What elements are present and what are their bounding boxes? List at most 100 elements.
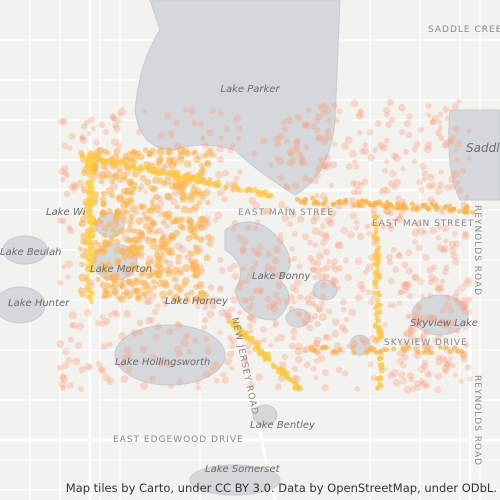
point	[399, 361, 407, 369]
lake-label: Skyview Lake	[410, 318, 478, 329]
point	[129, 165, 135, 171]
point	[442, 360, 449, 368]
point	[280, 119, 287, 125]
point	[231, 227, 237, 233]
point	[418, 380, 425, 387]
point	[400, 166, 406, 172]
point	[343, 197, 349, 203]
point	[121, 158, 127, 164]
point	[135, 129, 142, 136]
point	[461, 307, 470, 316]
point	[85, 158, 91, 164]
point	[127, 180, 134, 187]
point	[355, 199, 361, 205]
point	[293, 146, 301, 153]
lake-label: Saddle	[466, 141, 500, 155]
point	[215, 183, 221, 189]
point	[110, 138, 119, 147]
point	[182, 264, 191, 273]
point	[85, 293, 91, 299]
point	[292, 182, 300, 190]
point	[149, 292, 157, 300]
point	[406, 292, 414, 299]
point	[296, 293, 304, 301]
point	[203, 180, 209, 186]
point	[79, 219, 87, 227]
point	[64, 172, 71, 179]
point	[148, 317, 156, 324]
point	[411, 274, 418, 281]
point	[426, 266, 434, 274]
point	[418, 186, 425, 193]
lake-label: Lake Parker	[220, 84, 280, 95]
point	[168, 132, 175, 139]
point	[93, 139, 100, 146]
point	[161, 180, 168, 187]
point	[447, 307, 455, 314]
point	[330, 202, 336, 208]
point	[58, 118, 66, 126]
point	[392, 154, 401, 163]
point	[123, 309, 131, 318]
point	[442, 268, 449, 276]
point	[145, 286, 153, 294]
point	[278, 366, 284, 372]
point	[103, 317, 111, 326]
point	[307, 177, 314, 184]
point	[221, 196, 228, 203]
point	[310, 217, 318, 225]
point	[134, 287, 140, 293]
point	[252, 249, 260, 257]
point	[79, 261, 85, 268]
point	[146, 273, 152, 280]
point	[314, 118, 320, 124]
point	[277, 334, 285, 342]
point	[314, 200, 320, 206]
point	[185, 235, 193, 242]
point	[402, 280, 410, 288]
point	[393, 178, 401, 187]
point	[145, 236, 153, 245]
point	[435, 354, 442, 361]
point	[79, 152, 85, 158]
point	[462, 324, 469, 331]
point	[261, 351, 267, 357]
street-label: SKYVIEW DRIVE	[384, 338, 468, 348]
point	[87, 204, 93, 210]
point	[224, 312, 231, 319]
point	[229, 296, 238, 304]
point	[183, 107, 189, 113]
point	[313, 336, 322, 345]
point	[361, 338, 369, 346]
point	[437, 111, 444, 118]
point	[254, 219, 261, 226]
point	[320, 138, 328, 145]
point	[310, 266, 317, 273]
point	[67, 145, 73, 151]
point	[366, 230, 373, 237]
point	[316, 134, 324, 142]
point	[147, 151, 153, 157]
point	[357, 108, 364, 114]
point	[168, 129, 175, 136]
point	[187, 192, 194, 199]
point	[318, 156, 326, 165]
point	[416, 179, 423, 186]
point	[456, 208, 462, 214]
point	[164, 238, 172, 246]
point	[242, 357, 249, 364]
point	[288, 342, 296, 350]
point	[128, 213, 135, 220]
point	[202, 141, 209, 149]
point	[448, 246, 457, 255]
point	[427, 173, 435, 182]
point	[452, 169, 460, 178]
point	[123, 288, 130, 295]
point	[87, 252, 93, 258]
point	[85, 229, 91, 235]
point	[372, 323, 378, 329]
point	[308, 344, 314, 350]
point	[391, 152, 399, 160]
point	[442, 356, 448, 363]
point	[325, 216, 334, 225]
